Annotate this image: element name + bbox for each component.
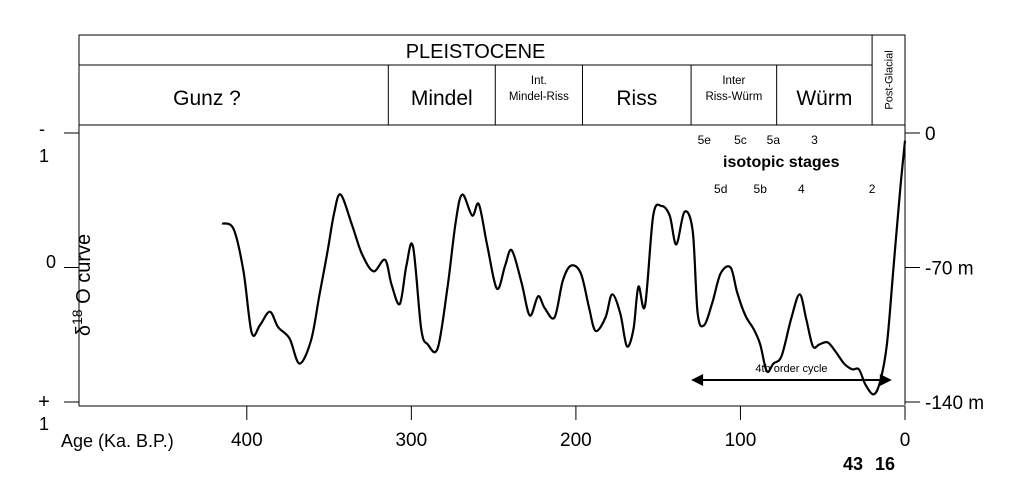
x-tick-label: 300	[395, 430, 427, 451]
right-tick-label: -140 m	[925, 393, 984, 414]
stage-label-mindel: Mindel	[411, 87, 473, 110]
isotopic-stage-label: 5a	[767, 133, 781, 147]
axes: - 1 0 +1 δ18 O curve 0 -70 m -140 m Age (Ka. B.P…	[38, 119, 984, 474]
isotopic-stage-label: 2	[869, 182, 876, 196]
left-tick-label: -	[39, 119, 45, 139]
x-axis-label: Age (Ka. B.P.)	[61, 431, 174, 451]
delta18o-series-line	[221, 140, 907, 396]
era-label: PLEISTOCENE	[406, 41, 546, 63]
left-tick-label: 0	[46, 252, 56, 272]
isotopic-stage-label: 5b	[754, 182, 768, 196]
period-header: PLEISTOCENE Gunz ? Mindel Int. Mindel-Riss Ri…	[78, 34, 906, 126]
isotopic-stage-label: 5c	[734, 133, 747, 147]
bottom-age-label: 16	[875, 454, 895, 474]
x-tick-label: 200	[560, 430, 592, 451]
annotations: 5e 5c 5a 3 5d 5b 4 2 isotopic stages 4th order cy…	[691, 133, 892, 386]
isotopic-stages-title: isotopic stages	[723, 154, 840, 171]
x-tick-label: 0	[900, 430, 911, 451]
y-axis-label: δ18 O curve	[69, 234, 95, 336]
isotopic-stage-label: 3	[811, 133, 818, 147]
x-tick-label: 100	[725, 430, 757, 451]
header-frame	[78, 34, 906, 126]
stage-label-riss: Riss	[616, 87, 657, 110]
cycle-label: 4th order cycle	[755, 363, 827, 375]
isotopic-stage-label: 4	[798, 182, 805, 196]
left-tick-label: 1	[39, 414, 49, 434]
bottom-age-label: 43	[843, 454, 863, 474]
isotopic-stage-label: 5d	[714, 182, 727, 196]
stage-label-post-glacial: Post-Glacial	[884, 50, 896, 109]
stage-label-gunz: Gunz ?	[173, 87, 241, 110]
cycle-arrow-head-left	[691, 374, 704, 386]
left-tick-label: +	[38, 391, 50, 413]
x-tick-label: 400	[231, 430, 263, 451]
cycle-arrow-head-right	[879, 374, 892, 386]
right-tick-label: 0	[925, 124, 936, 145]
isotopic-stage-label: 5e	[698, 133, 712, 147]
stage-label-inter-riss-w-rm: Inter Riss-Würm	[705, 75, 762, 103]
stage-label-w-rm: Würm	[796, 87, 852, 110]
left-tick-label: 1	[39, 146, 49, 166]
curve-layer	[221, 140, 907, 396]
stage-label-int-mindel-riss: Int. Mindel-Riss	[509, 75, 569, 103]
right-tick-label: -70 m	[925, 259, 974, 280]
